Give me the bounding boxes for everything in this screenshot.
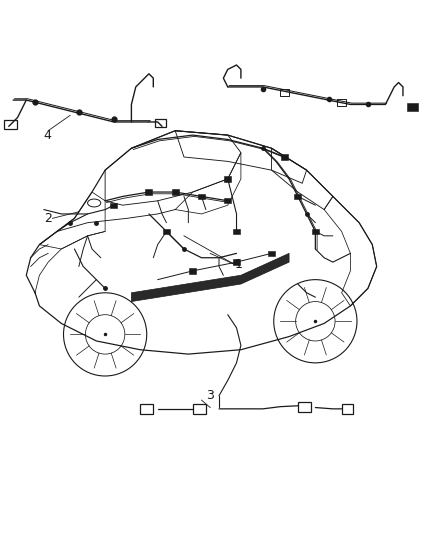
Text: 3: 3 — [206, 389, 214, 402]
Bar — [189, 268, 196, 273]
Bar — [163, 229, 170, 234]
Bar — [193, 405, 206, 414]
Bar — [268, 251, 275, 256]
Text: 4: 4 — [44, 128, 52, 142]
Text: 2: 2 — [44, 212, 52, 225]
Bar — [312, 229, 319, 234]
Bar — [224, 176, 231, 182]
Bar — [110, 203, 117, 208]
Bar — [224, 198, 231, 204]
Bar — [198, 194, 205, 199]
Bar — [140, 405, 153, 414]
Bar — [155, 119, 166, 127]
Bar — [337, 99, 346, 106]
Bar — [145, 189, 152, 195]
Bar — [281, 155, 288, 159]
Bar — [298, 402, 311, 412]
Bar — [342, 405, 353, 414]
Bar — [233, 260, 240, 265]
Polygon shape — [131, 253, 289, 302]
Bar — [4, 120, 17, 128]
Bar — [407, 103, 418, 110]
Bar — [280, 88, 289, 96]
Bar — [233, 229, 240, 234]
Bar — [172, 189, 179, 195]
Bar — [294, 194, 301, 199]
Text: 1: 1 — [234, 258, 242, 271]
